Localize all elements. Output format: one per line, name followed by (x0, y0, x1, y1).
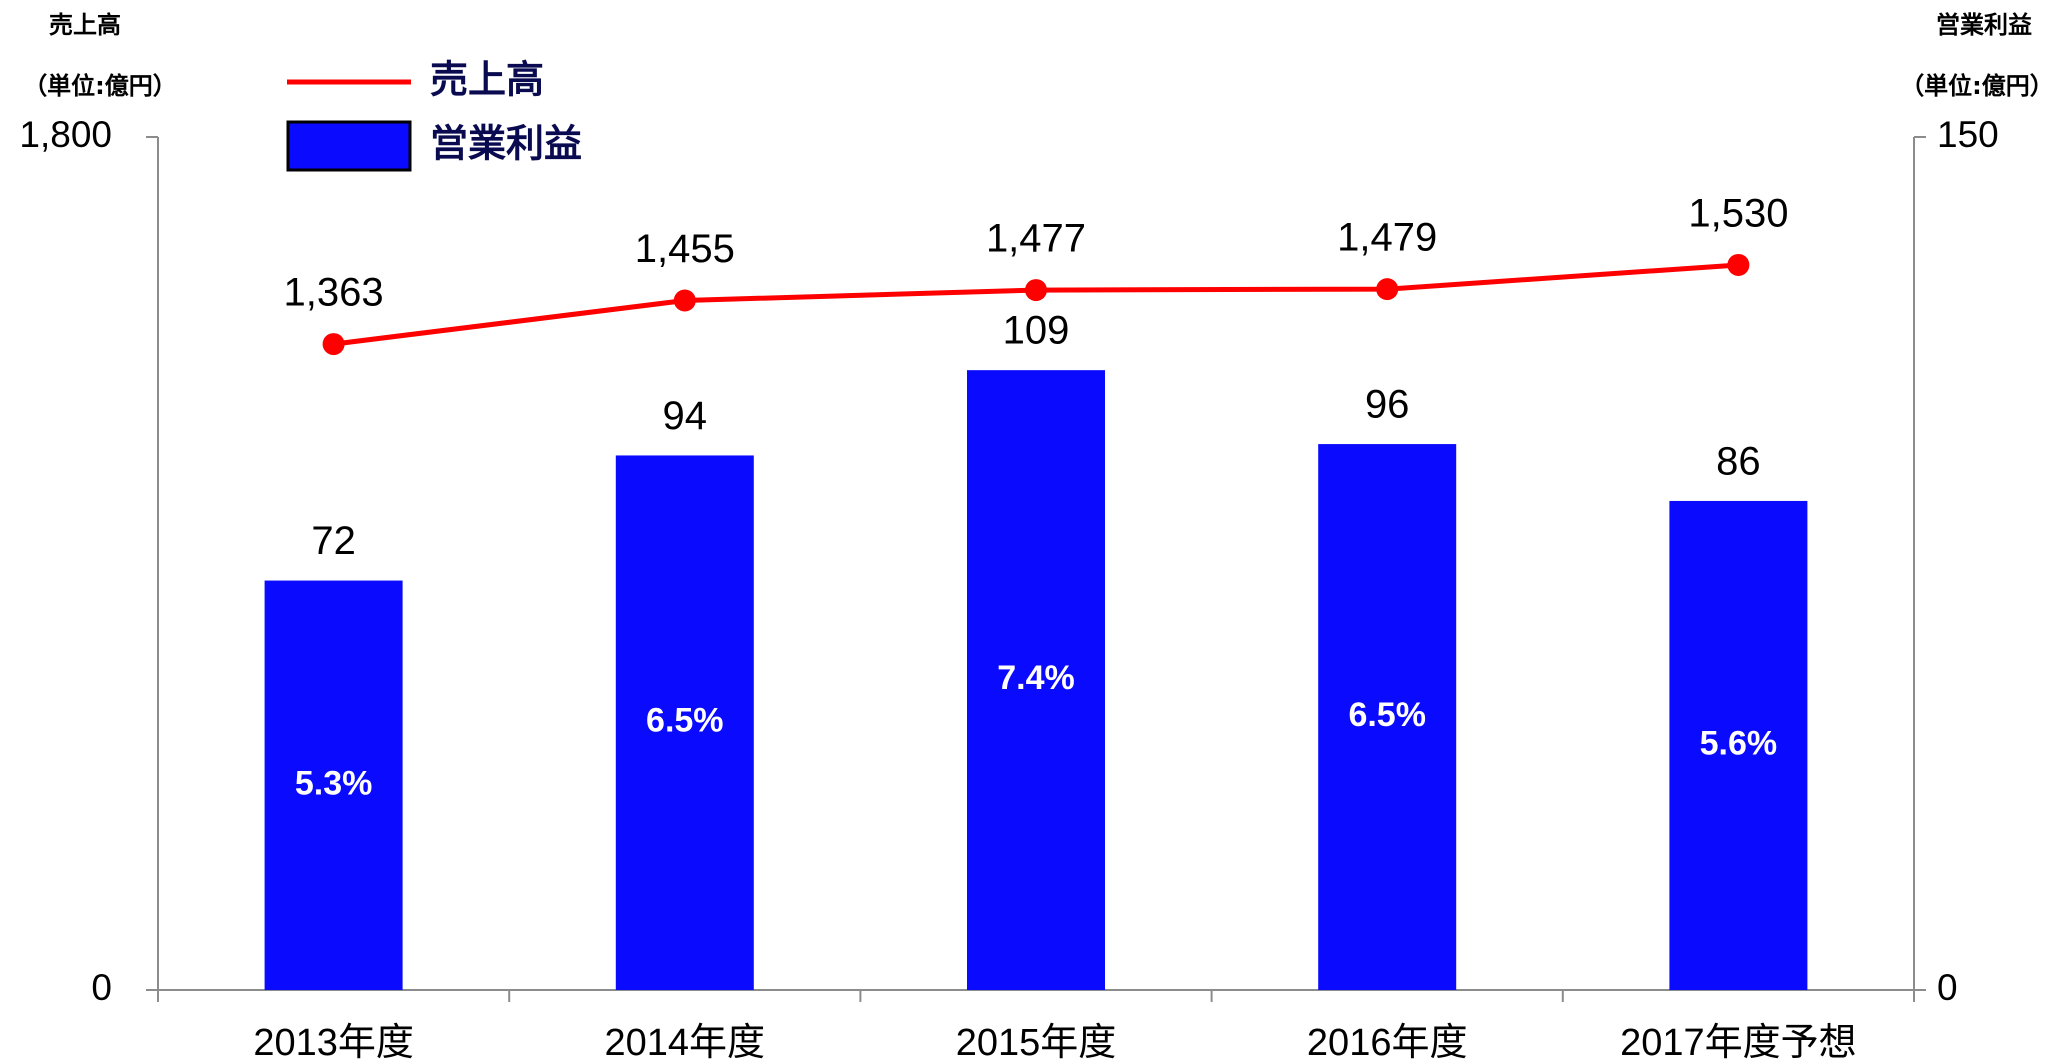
legend-label: 売上高 (430, 58, 544, 102)
line-point (1727, 253, 1750, 276)
bar (1318, 444, 1457, 991)
bar (615, 455, 754, 990)
bar-annotation: 6.5% (1348, 696, 1426, 734)
bar-annotation: 6.5% (646, 702, 724, 740)
bar-annotation: 7.4% (997, 659, 1075, 697)
line-point (673, 289, 696, 312)
line-value-label: 1,455 (635, 227, 735, 271)
bar (264, 580, 403, 990)
line-point (322, 333, 345, 356)
bar-value-label: 109 (1003, 309, 1070, 353)
left-axis-unit: （単位:億円） (23, 72, 177, 100)
bar-value-label: 94 (663, 394, 708, 438)
bar-value-label: 72 (311, 519, 356, 563)
line-value-label: 1,530 (1688, 192, 1788, 236)
line-point (1025, 279, 1047, 302)
y-tick-label: 0 (91, 967, 112, 1008)
x-tick-label: 2013年度 (253, 1022, 414, 1061)
left-axis-label: 売上高 (49, 11, 121, 39)
y-tick-label: 1,800 (19, 114, 112, 155)
line-value-label: 1,363 (284, 271, 384, 315)
bar-value-label: 96 (1365, 383, 1410, 427)
bar (1669, 500, 1808, 990)
x-tick-label: 2015年度 (956, 1022, 1117, 1061)
x-tick-label: 2017年度予想 (1620, 1022, 1857, 1061)
bar (967, 370, 1105, 990)
y2-tick-label: 0 (1937, 967, 1958, 1008)
legend-label: 営業利益 (430, 122, 582, 166)
x-tick-label: 2014年度 (605, 1022, 766, 1061)
right-axis-label: 営業利益 (1936, 11, 2032, 39)
line-point (1376, 278, 1399, 301)
right-axis-unit: （単位:億円） (1900, 72, 2054, 100)
line-value-label: 1,477 (986, 217, 1086, 261)
bar-annotation: 5.3% (295, 764, 373, 802)
bar-value-label: 86 (1716, 440, 1761, 484)
bar-annotation: 5.6% (1700, 724, 1778, 762)
x-tick-label: 2016年度 (1307, 1022, 1468, 1061)
legend-swatch (286, 120, 412, 172)
y2-tick-label: 150 (1937, 114, 1999, 155)
line-value-label: 1,479 (1337, 216, 1437, 260)
